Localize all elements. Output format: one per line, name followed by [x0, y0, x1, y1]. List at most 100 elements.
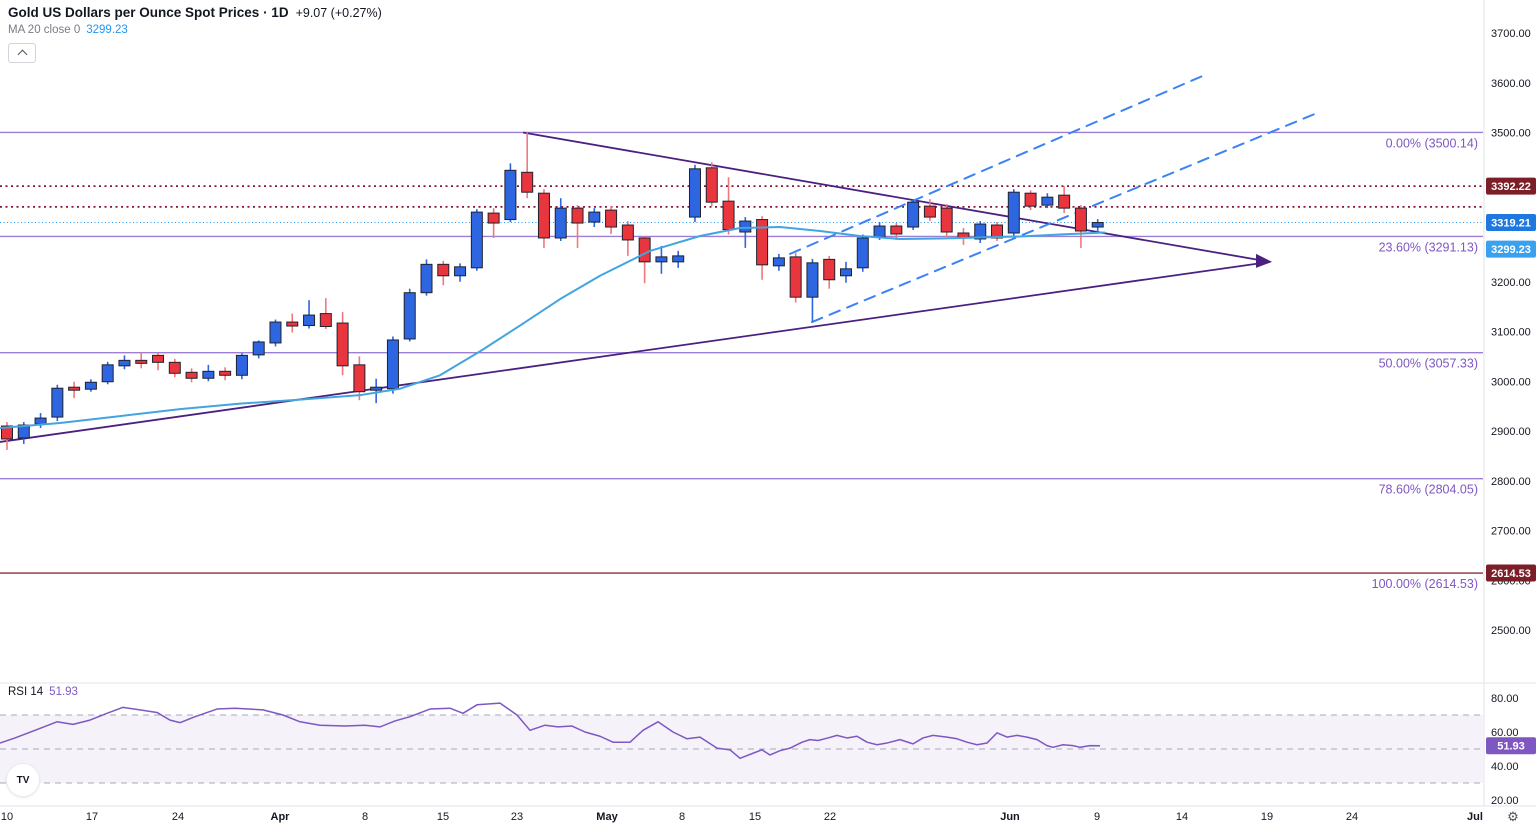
ma-indicator-row[interactable]: MA 20 close 0 3299.23 [8, 24, 128, 36]
rsi-axis-label[interactable]: 80.00 [1491, 693, 1519, 705]
triangle-lower-trendline[interactable] [0, 260, 1271, 443]
candle-body[interactable] [101, 364, 114, 383]
time-axis-label[interactable]: 14 [1176, 811, 1188, 823]
candle-body[interactable] [705, 167, 718, 203]
candle-body[interactable] [571, 207, 584, 224]
candle-body[interactable] [605, 209, 618, 228]
time-axis-label[interactable]: 24 [1346, 811, 1358, 823]
time-axis-label[interactable]: 9 [1094, 811, 1100, 823]
candle-body[interactable] [521, 171, 534, 193]
price-axis-label[interactable]: 3500.00 [1491, 128, 1531, 140]
tradingview-logo[interactable]: TV [6, 763, 40, 797]
candle-body[interactable] [1, 425, 13, 440]
candle-body[interactable] [890, 225, 903, 235]
candle-body[interactable] [286, 321, 299, 327]
price-axis-label[interactable]: 3100.00 [1491, 327, 1531, 339]
candle-body[interactable] [537, 192, 550, 239]
candle-body[interactable] [940, 207, 953, 233]
time-axis-label[interactable]: 15 [749, 811, 761, 823]
time-axis-label[interactable]: 19 [1261, 811, 1273, 823]
time-axis-label[interactable]: May [596, 811, 618, 823]
candle-body[interactable] [303, 314, 316, 327]
price-axis-label[interactable]: 3600.00 [1491, 78, 1531, 90]
rsi-axis-label[interactable]: 40.00 [1491, 761, 1519, 773]
candle-body[interactable] [1007, 191, 1020, 234]
price-axis-label[interactable]: 2700.00 [1491, 526, 1531, 538]
candle-body[interactable] [789, 256, 802, 298]
candle-body[interactable] [470, 211, 483, 269]
candle-body[interactable] [319, 313, 332, 328]
candle-body[interactable] [252, 341, 265, 356]
candle-body[interactable] [51, 387, 64, 418]
rsi-axis-label[interactable]: 60.00 [1491, 727, 1519, 739]
time-axis-label[interactable]: Apr [271, 811, 291, 823]
time-axis-label[interactable]: Jul [1467, 811, 1483, 823]
candle-body[interactable] [688, 168, 701, 218]
candle-body[interactable] [923, 205, 936, 218]
candle-body[interactable] [840, 268, 852, 277]
candle-body[interactable] [722, 200, 735, 231]
collapse-indicators-button[interactable] [8, 43, 36, 63]
time-axis-label[interactable]: 23 [511, 811, 523, 823]
time-axis-label[interactable]: 8 [362, 811, 368, 823]
candle-body[interactable] [420, 263, 433, 294]
candle-body[interactable] [487, 212, 500, 224]
candle-body[interactable] [118, 359, 131, 367]
time-axis-label[interactable]: 15 [437, 811, 449, 823]
candle-body[interactable] [655, 256, 668, 263]
candle-body[interactable] [823, 258, 836, 281]
candle-body[interactable] [974, 223, 987, 240]
price-axis-label[interactable]: 2500.00 [1491, 625, 1531, 637]
symbol-header[interactable]: Gold US Dollars per Ounce Spot Prices · … [8, 5, 382, 20]
candle-body[interactable] [554, 207, 567, 239]
candle-body[interactable] [856, 237, 869, 269]
rsi-axis-label[interactable]: 20.00 [1491, 795, 1519, 807]
time-axis-label[interactable]: 10 [1, 811, 13, 823]
candle-body[interactable] [504, 169, 517, 221]
candle-body[interactable] [17, 424, 30, 439]
price-axis-label[interactable]: 2900.00 [1491, 426, 1531, 438]
triangle-upper-trendline[interactable] [522, 131, 1271, 263]
candle-body[interactable] [219, 370, 232, 376]
candle-body[interactable] [202, 370, 215, 379]
channel-lower-dashed-trendline[interactable] [811, 111, 1319, 324]
candle-body[interactable] [135, 359, 148, 364]
candle-body[interactable] [437, 263, 450, 277]
candle-body[interactable] [84, 381, 97, 390]
candle-body[interactable] [454, 266, 467, 277]
price-axis-label[interactable]: 3000.00 [1491, 376, 1531, 388]
candle-body[interactable] [638, 237, 651, 263]
candle-body[interactable] [68, 386, 81, 391]
candle-body[interactable] [907, 201, 920, 228]
candle-body[interactable] [386, 339, 399, 390]
candle-body[interactable] [152, 354, 165, 363]
candle-body[interactable] [1024, 192, 1037, 207]
time-axis-label[interactable]: Jun [1000, 811, 1020, 823]
candle-body[interactable] [588, 211, 601, 223]
candle-body[interactable] [739, 220, 752, 233]
rsi-line[interactable] [0, 702, 1101, 760]
time-axis-label[interactable]: 24 [172, 811, 184, 823]
candle-body[interactable] [873, 225, 886, 238]
candle-body[interactable] [235, 354, 248, 376]
candle-body[interactable] [336, 322, 349, 367]
candle-body[interactable] [269, 321, 282, 344]
axis-settings-gear-icon[interactable]: ⚙ [1507, 809, 1519, 824]
candle-body[interactable] [756, 219, 769, 266]
candle-body[interactable] [772, 257, 785, 267]
price-axis-label[interactable]: 3700.00 [1491, 28, 1531, 40]
ma20-line[interactable] [0, 226, 1106, 430]
candle-body[interactable] [168, 361, 181, 374]
candle-body[interactable] [185, 371, 198, 379]
candle-body[interactable] [1058, 194, 1071, 209]
price-axis-label[interactable]: 3200.00 [1491, 277, 1531, 289]
candle-body[interactable] [34, 417, 47, 425]
time-axis-label[interactable]: 22 [824, 811, 836, 823]
candle-body[interactable] [1091, 222, 1104, 228]
candle-body[interactable] [1074, 207, 1087, 232]
price-axis-label[interactable]: 2800.00 [1491, 476, 1531, 488]
rsi-indicator-row[interactable]: RSI 14 51.93 [8, 686, 78, 698]
candle-body[interactable] [353, 364, 366, 393]
time-axis-label[interactable]: 8 [679, 811, 685, 823]
